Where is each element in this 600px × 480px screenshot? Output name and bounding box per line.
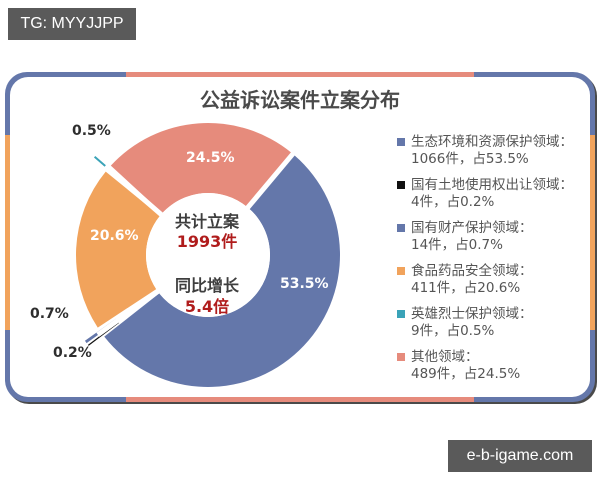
legend-detail: 1066件，占53.5% <box>411 151 529 167</box>
tag-label: TG: MYYJJPP <box>8 8 136 40</box>
legend-item-food-drug: 食品药品安全领域： 411件，占20.6% <box>397 263 587 297</box>
label-heroes: 0.5% <box>72 123 111 139</box>
legend-detail: 14件，占0.7% <box>411 237 503 253</box>
legend-name: 英雄烈士保护领域： <box>411 306 533 322</box>
chart-legend: 生态环境和资源保护领域： 1066件，占53.5% 国有土地使用权出让领域： 4… <box>397 134 587 392</box>
legend-item-state-property: 国有财产保护领域： 14件，占0.7% <box>397 220 587 254</box>
label-ecology: 53.5% <box>280 276 329 292</box>
center-growth-value: 5.4倍 <box>184 297 230 316</box>
legend-item-heroes: 英雄烈士保护领域： 9件，占0.5% <box>397 306 587 340</box>
legend-name: 国有财产保护领域： <box>411 220 533 236</box>
legend-detail: 411件，占20.6% <box>411 280 521 296</box>
legend-name: 生态环境和资源保护领域： <box>411 134 573 150</box>
watermark: e-b-igame.com <box>448 440 592 472</box>
center-total-label: 共计立案 <box>174 212 239 231</box>
legend-item-other: 其他领域： 489件，占24.5% <box>397 349 587 383</box>
legend-detail: 9件，占0.5% <box>411 323 495 339</box>
center-growth-label: 同比增长 <box>174 276 239 295</box>
donut-slice <box>76 171 160 328</box>
swatch-icon <box>397 310 405 318</box>
donut-slice <box>104 155 341 388</box>
legend-detail: 4件，占0.2% <box>411 194 495 210</box>
swatch-icon <box>397 138 405 146</box>
label-state-property: 0.7% <box>30 306 69 322</box>
swatch-icon <box>397 267 405 275</box>
label-food-drug: 20.6% <box>90 228 139 244</box>
swatch-icon <box>397 353 405 361</box>
label-other: 24.5% <box>186 150 235 166</box>
legend-detail: 489件，占24.5% <box>411 366 521 382</box>
legend-name: 国有土地使用权出让领域： <box>411 177 573 193</box>
legend-name: 食品药品安全领域： <box>411 263 533 279</box>
legend-name: 其他领域： <box>411 349 479 365</box>
chart-title: 公益诉讼案件立案分布 <box>200 88 400 112</box>
swatch-icon <box>397 181 405 189</box>
swatch-icon <box>397 224 405 232</box>
legend-item-ecology: 生态环境和资源保护领域： 1066件，占53.5% <box>397 134 587 168</box>
label-land: 0.2% <box>53 345 92 361</box>
center-total-value: 1993件 <box>176 232 238 251</box>
donut-slice <box>110 123 292 214</box>
legend-item-land: 国有土地使用权出让领域： 4件，占0.2% <box>397 177 587 211</box>
